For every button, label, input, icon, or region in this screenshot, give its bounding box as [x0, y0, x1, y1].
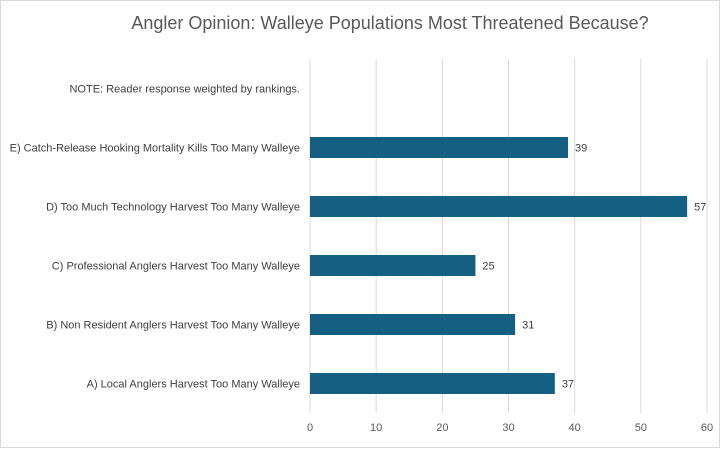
x-tick-label: 20: [436, 422, 448, 434]
gridlines: [309, 59, 708, 413]
data-label: 37: [562, 379, 574, 391]
x-tick-label: 0: [307, 422, 313, 434]
x-tick-label: 40: [569, 422, 581, 434]
bar: [310, 314, 516, 335]
bars: [310, 137, 688, 394]
chart-title: Angler Opinion: Walleye Populations Most…: [131, 13, 648, 33]
category-label: A) Local Anglers Harvest Too Many Walley…: [87, 379, 300, 391]
data-label: 31: [522, 320, 534, 332]
category-label: NOTE: Reader response weighted by rankin…: [69, 84, 300, 96]
data-labels: 39 57 25 31 37: [482, 143, 706, 391]
x-tick-label: 10: [370, 422, 382, 434]
bar: [310, 196, 688, 217]
data-label: 39: [575, 143, 587, 155]
category-label: E) Catch-Release Hooking Mortality Kills…: [10, 143, 300, 155]
bar: [310, 255, 476, 276]
category-label: C) Professional Anglers Harvest Too Many…: [52, 261, 300, 273]
x-tick-label: 60: [701, 422, 713, 434]
bar: [310, 137, 569, 158]
data-label: 25: [482, 261, 494, 273]
category-label: B) Non Resident Anglers Harvest Too Many…: [46, 320, 300, 332]
x-tick-label: 50: [635, 422, 647, 434]
category-label: D) Too Much Technology Harvest Too Many …: [46, 202, 300, 214]
x-tick-label: 30: [502, 422, 514, 434]
data-label: 57: [694, 202, 706, 214]
x-tick-labels: 0 10 20 30 40 50 60: [307, 422, 713, 434]
bar: [310, 373, 555, 394]
category-labels: NOTE: Reader response weighted by rankin…: [10, 84, 300, 391]
